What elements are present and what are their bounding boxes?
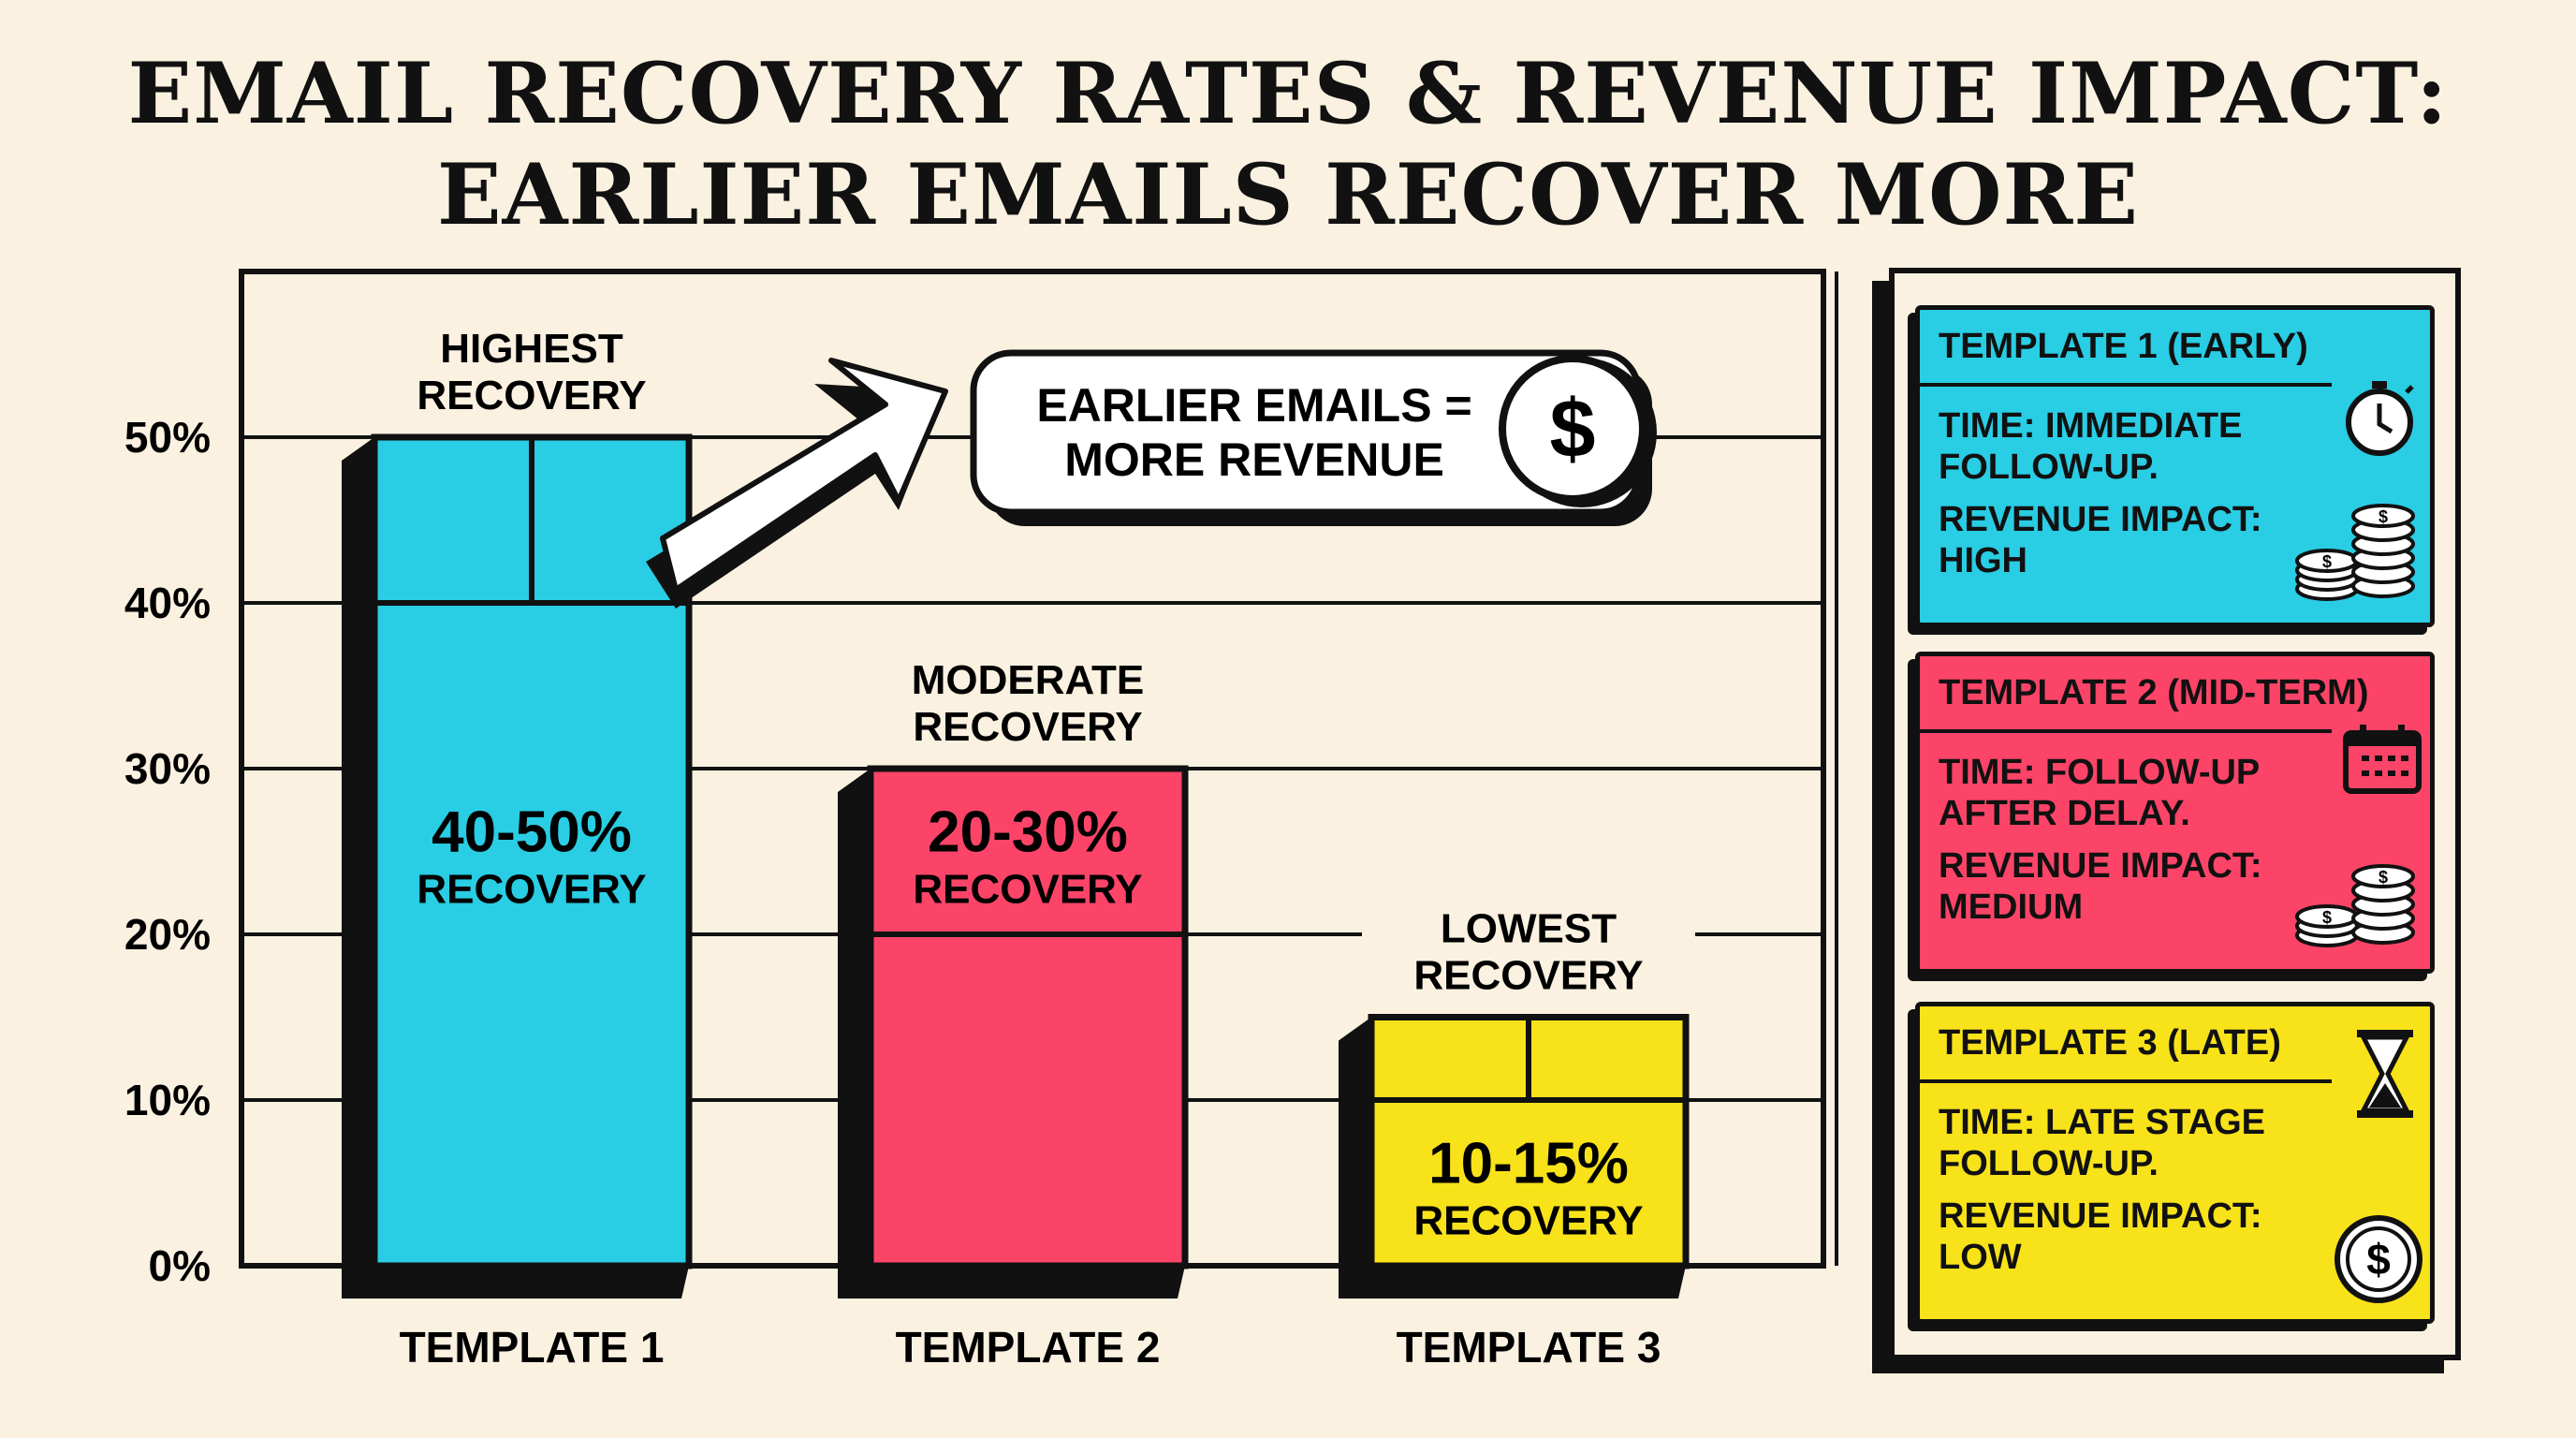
legend-card-template-1: TEMPLATE 1 (EARLY) TIME: IMMEDIATE FOLLOW…	[1915, 305, 2435, 627]
bar-annotation: RECOVERY	[913, 704, 1142, 750]
plot-frame	[239, 269, 1826, 1269]
annotation-bg	[861, 647, 1194, 757]
bar-value-label: 20-30%	[928, 800, 1128, 865]
y-tick-label: 50%	[124, 413, 211, 462]
y-tick-label: 10%	[124, 1076, 211, 1124]
card-time: TIME: IMMEDIATE FOLLOW-UP.	[1939, 406, 2243, 487]
card-impact: REVENUE IMPACT: HIGH	[1939, 500, 2262, 580]
arrow-up-right-icon	[646, 358, 948, 609]
card-impact: REVENUE IMPACT: MEDIUM	[1939, 846, 2262, 927]
bar-value-label: RECOVERY	[1413, 1198, 1643, 1244]
x-category-label: TEMPLATE 3	[1397, 1323, 1661, 1372]
callout-box: EARLIER EMAILS = MORE REVENUE $	[970, 349, 1657, 526]
card-title: TEMPLATE 2 (MID-TERM)	[1939, 673, 2369, 712]
card-time: TIME: LATE STAGE FOLLOW-UP.	[1939, 1103, 2266, 1183]
svg-text:$: $	[2378, 868, 2388, 887]
y-tick-label: 0%	[149, 1241, 211, 1290]
dollar-circle-icon: $	[1499, 355, 1657, 507]
annotation-bg	[365, 315, 698, 426]
bar-value-label: 40-50%	[432, 800, 632, 865]
legend-panel: TEMPLATE 1 (EARLY) TIME: IMMEDIATE FOLLOW…	[1889, 268, 2461, 1360]
bar-annotation: RECOVERY	[417, 373, 646, 418]
bar-value-label: RECOVERY	[913, 867, 1142, 913]
bar-chart: 0%10%20%30%40%50%HIGHESTRECOVERY40-50%RE…	[124, 269, 1838, 1372]
bar-annotation: HIGHEST	[440, 326, 623, 372]
coin-stack-icon: $$	[2295, 504, 2415, 601]
calendar-icon	[2343, 725, 2422, 794]
svg-text:$: $	[2378, 507, 2388, 526]
callout-line-2: MORE REVENUE	[1064, 433, 1444, 486]
svg-text:$: $	[2322, 908, 2332, 927]
bar-annotation: LOWEST	[1441, 906, 1617, 952]
legend-card-template-3: TEMPLATE 3 (LATE) TIME: LATE STAGE FOLLOW…	[1915, 1002, 2435, 1324]
svg-text:$: $	[2322, 552, 2332, 571]
legend-card-template-2: TEMPLATE 2 (MID-TERM) TIME: FOLLOW-UP AFT…	[1915, 652, 2435, 974]
x-category-label: TEMPLATE 2	[896, 1323, 1161, 1372]
hourglass-icon	[2357, 1030, 2413, 1118]
stopwatch-icon	[2346, 381, 2414, 456]
card-impact: REVENUE IMPACT: LOW	[1939, 1196, 2262, 1277]
annotation-bg	[1362, 895, 1695, 1006]
y-tick-label: 40%	[124, 579, 211, 627]
bar-value-label: RECOVERY	[417, 867, 646, 913]
y-tick-label: 20%	[124, 910, 211, 959]
bar-2	[867, 765, 1189, 1269]
card-title: TEMPLATE 1 (EARLY)	[1939, 327, 2308, 366]
coin-stack-icon: $$	[2295, 864, 2415, 947]
chart-title-line-1: EMAIL RECOVERY RATES & REVENUE IMPACT:	[127, 44, 2449, 143]
y-tick-label: 30%	[124, 744, 211, 793]
coin-icon: $	[2334, 1215, 2422, 1303]
card-title: TEMPLATE 3 (LATE)	[1939, 1023, 2281, 1063]
bar-shadow	[1339, 1017, 1686, 1299]
svg-text:$: $	[1550, 382, 1596, 475]
bar-value-label: 10-15%	[1428, 1132, 1629, 1196]
callout-line-1: EARLIER EMAILS =	[1036, 379, 1471, 432]
bar-annotation: RECOVERY	[1413, 953, 1643, 999]
card-time: TIME: FOLLOW-UP AFTER DELAY.	[1939, 753, 2261, 833]
x-category-label: TEMPLATE 1	[400, 1323, 665, 1372]
bar-annotation: MODERATE	[912, 657, 1145, 703]
chart-title-line-2: EARLIER EMAILS RECOVER MORE	[437, 145, 2139, 244]
svg-text:$: $	[2366, 1235, 2391, 1284]
